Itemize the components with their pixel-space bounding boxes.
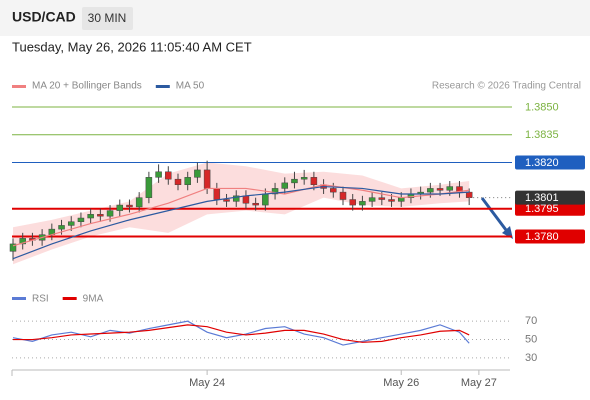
candle-body	[135, 197, 143, 208]
legend-swatch	[155, 85, 170, 88]
candle-body	[252, 202, 259, 206]
candle-body	[310, 177, 318, 185]
candle-body	[97, 214, 104, 217]
candle-body	[388, 199, 395, 202]
symbol: USD/CAD	[12, 9, 76, 25]
candle-body	[300, 177, 308, 180]
candle-body	[436, 188, 444, 191]
timeframe-box	[82, 7, 133, 30]
candle-body	[378, 197, 386, 200]
last-price-box	[515, 190, 585, 205]
candle-body	[456, 186, 463, 193]
candle-body	[19, 238, 26, 245]
candle-body	[203, 169, 211, 189]
candle-body	[359, 201, 366, 206]
candle-body	[213, 188, 221, 200]
candle-body	[106, 210, 114, 217]
price-label: 1.3820	[525, 157, 559, 169]
candle-body	[339, 191, 347, 200]
forecast-arrow	[480, 197, 511, 235]
indicator-line	[12, 320, 470, 346]
legend-swatch	[12, 85, 26, 88]
candle-body	[184, 177, 191, 185]
candle-body	[232, 195, 240, 202]
legend-label: RSI	[32, 294, 49, 305]
candle-body	[242, 195, 250, 204]
y-tick-label: 70	[525, 315, 537, 327]
candle-body	[58, 225, 65, 230]
legend-swatch	[62, 297, 77, 300]
credit: Research © 2026 Trading Central	[432, 81, 581, 92]
x-tick-label: May 26	[383, 377, 419, 389]
legend-label: MA 50	[176, 81, 205, 92]
candle-body	[281, 182, 289, 189]
price-label-box	[515, 155, 585, 170]
y-tick-label: 50	[525, 333, 537, 345]
candle-body	[87, 214, 94, 219]
candle-body	[145, 177, 153, 198]
candle-body	[126, 204, 133, 208]
candle-body	[174, 178, 182, 185]
moving-average	[12, 185, 470, 260]
candle-body	[116, 204, 124, 211]
price-label: 1.3780	[525, 231, 559, 243]
timeframe: 30 MIN	[88, 11, 127, 25]
price-label-box	[515, 229, 585, 244]
candle-body	[446, 186, 454, 191]
candle-body	[155, 171, 162, 178]
candle-body	[349, 199, 356, 206]
price-label: 1.3850	[525, 101, 559, 113]
timestamp: Tuesday, May 26, 2026 11:05:40 AM CET	[12, 39, 252, 54]
candle-body	[330, 188, 337, 193]
legend-label: 9MA	[83, 294, 104, 305]
price-label-box	[515, 201, 585, 216]
price-label: 1.3835	[525, 129, 559, 141]
candle-body	[67, 221, 75, 226]
legend-swatch	[12, 297, 26, 300]
x-tick-label: May 27	[461, 377, 497, 389]
candle-body	[194, 169, 201, 178]
last-price-label: 1.3801	[525, 192, 559, 204]
candle-body	[223, 199, 230, 202]
candle-body	[262, 193, 269, 206]
x-tick-label: May 24	[189, 377, 225, 389]
candle-body	[9, 243, 17, 252]
indicator-line	[13, 324, 470, 343]
price-label: 1.3795	[525, 203, 559, 215]
candle-body	[291, 178, 298, 184]
moving-average	[12, 184, 470, 247]
candle-body	[77, 217, 85, 222]
candle-body	[465, 191, 473, 198]
y-tick-label: 30	[525, 352, 537, 364]
legend-label: MA 20 + Bollinger Bands	[32, 81, 142, 92]
candle-body	[368, 197, 376, 202]
candle-body	[427, 188, 434, 193]
candle-body	[165, 171, 172, 180]
candle-body	[271, 188, 279, 195]
